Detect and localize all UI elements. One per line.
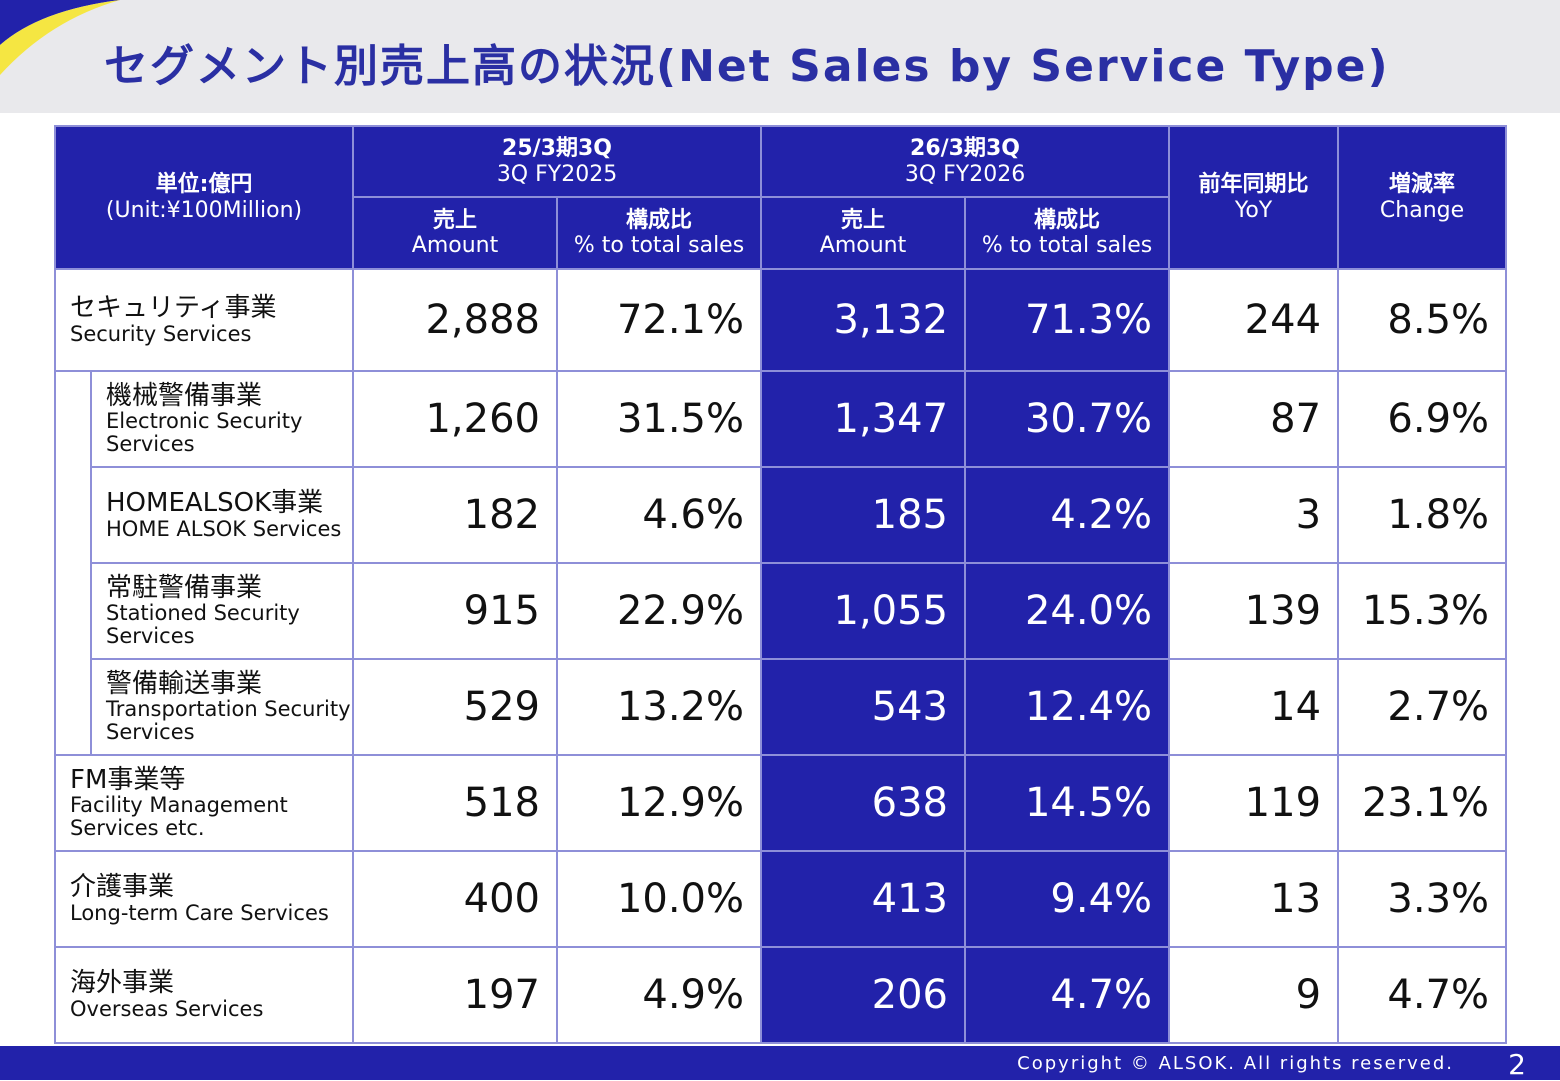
change-cell: 23.1%	[1337, 754, 1508, 852]
prev-amount-cell: 529	[352, 658, 558, 756]
segment-label: 警備輸送事業 Transportation Security Services	[90, 658, 354, 756]
prev-period-header: 25/3期3Q 3Q FY2025	[351, 125, 763, 198]
segment-label: 介護事業 Long-term Care Services	[54, 850, 354, 948]
prev-ratio-cell: 10.0%	[555, 850, 763, 948]
change-header: 増減率 Change	[1337, 125, 1508, 270]
prev-amount-cell: 915	[352, 562, 558, 660]
curr-ratio-cell: 4.7%	[964, 946, 1171, 1044]
prev-ratio-cell: 4.6%	[555, 466, 763, 564]
change-cell: 8.5%	[1337, 268, 1508, 372]
curr-amount-cell: 1,055	[760, 562, 967, 660]
curr-ratio-cell: 4.2%	[964, 466, 1171, 564]
table-row: FM事業等 Facility Management Services etc. 51…	[54, 754, 1508, 852]
curr-amount-cell: 206	[760, 946, 967, 1044]
change-cell: 4.7%	[1337, 946, 1508, 1044]
corner-swoosh-logo	[0, 0, 120, 75]
prev-amount-cell: 2,888	[352, 268, 558, 372]
curr-ratio-cell: 24.0%	[964, 562, 1171, 660]
curr-amount-cell: 543	[760, 658, 967, 756]
change-cell: 15.3%	[1337, 562, 1508, 660]
yoy-cell: 14	[1168, 658, 1340, 756]
title-band: セグメント別売上高の状況(Net Sales by Service Type)	[0, 0, 1560, 113]
table-row: 海外事業 Overseas Services 197 4.9% 206 4.7% 9 4.7%	[54, 946, 1508, 1044]
curr-amount-header: 売上 Amount	[760, 196, 967, 270]
prev-amount-cell: 197	[352, 946, 558, 1044]
page-title: セグメント別売上高の状況(Net Sales by Service Type)	[104, 41, 1390, 92]
curr-amount-cell: 413	[760, 850, 967, 948]
prev-amount-header: 売上 Amount	[352, 196, 558, 270]
prev-ratio-header: 構成比% to total sales	[555, 196, 763, 270]
prev-ratio-cell: 4.9%	[555, 946, 763, 1044]
table-row: 介護事業 Long-term Care Services 400 10.0% 413 9.…	[54, 850, 1508, 948]
curr-amount-cell: 638	[760, 754, 967, 852]
yoy-cell: 9	[1168, 946, 1340, 1044]
curr-amount-cell: 185	[760, 466, 967, 564]
footer: Copyright © ALSOK. All rights reserved. …	[0, 1046, 1560, 1081]
segment-label: 機械警備事業 Electronic Security Services	[90, 370, 354, 468]
prev-ratio-cell: 72.1%	[555, 268, 763, 372]
prev-ratio-cell: 13.2%	[555, 658, 763, 756]
curr-period-header: 26/3期3Q 3Q FY2026	[760, 125, 1171, 198]
prev-ratio-cell: 31.5%	[555, 370, 763, 468]
prev-amount-cell: 400	[352, 850, 558, 948]
copyright: Copyright © ALSOK. All rights reserved.	[1017, 1053, 1454, 1074]
prev-amount-cell: 518	[352, 754, 558, 852]
table-row: 機械警備事業 Electronic Security Services 1,260 3…	[54, 370, 1508, 756]
table-row: セキュリティ事業 Security Services 2,888 72.1% 3,132…	[54, 268, 1508, 372]
segment-label: 常駐警備事業 Stationed Security Services	[90, 562, 354, 660]
curr-ratio-cell: 30.7%	[964, 370, 1171, 468]
table-row: 常駐警備事業 Stationed Security Services 915 22.9…	[55, 562, 1508, 660]
curr-ratio-cell: 14.5%	[964, 754, 1171, 852]
segment-label: セキュリティ事業 Security Services	[54, 268, 354, 372]
yoy-cell: 119	[1168, 754, 1340, 852]
yoy-cell: 139	[1168, 562, 1340, 660]
change-cell: 6.9%	[1337, 370, 1508, 468]
prev-ratio-cell: 22.9%	[555, 562, 763, 660]
curr-amount-cell: 3,132	[760, 268, 967, 372]
curr-ratio-header: 構成比% to total sales	[964, 196, 1171, 270]
yoy-cell: 87	[1168, 370, 1340, 468]
change-cell: 1.8%	[1337, 466, 1508, 564]
segment-label: HOMEALSOK事業 HOME ALSOK Services	[90, 466, 354, 564]
table-row: 警備輸送事業 Transportation Security Services 52…	[55, 658, 1508, 756]
table-row: HOMEALSOK事業 HOME ALSOK Services 182 4.6% 185…	[55, 466, 1508, 564]
prev-amount-cell: 1,260	[352, 370, 558, 468]
prev-amount-cell: 182	[352, 466, 558, 564]
yoy-cell: 244	[1168, 268, 1340, 372]
segment-label: FM事業等 Facility Management Services etc.	[54, 754, 354, 852]
page-number: 2	[1508, 1048, 1526, 1081]
prev-ratio-cell: 12.9%	[555, 754, 763, 852]
curr-ratio-cell: 71.3%	[964, 268, 1171, 372]
curr-amount-cell: 1,347	[760, 370, 967, 468]
net-sales-table: 単位:億円 (Unit:¥100Million) 25/3期3Q 3Q FY2025…	[54, 125, 1508, 1044]
yoy-header: 前年同期比 YoY	[1168, 125, 1340, 270]
yoy-cell: 13	[1168, 850, 1340, 948]
segment-label: 海外事業 Overseas Services	[54, 946, 354, 1044]
curr-ratio-cell: 9.4%	[964, 850, 1171, 948]
change-cell: 2.7%	[1337, 658, 1508, 756]
indent-spacer	[54, 371, 92, 756]
change-cell: 3.3%	[1337, 850, 1508, 948]
unit-header: 単位:億円 (Unit:¥100Million)	[54, 125, 354, 270]
yoy-cell: 3	[1168, 466, 1340, 564]
curr-ratio-cell: 12.4%	[964, 658, 1171, 756]
